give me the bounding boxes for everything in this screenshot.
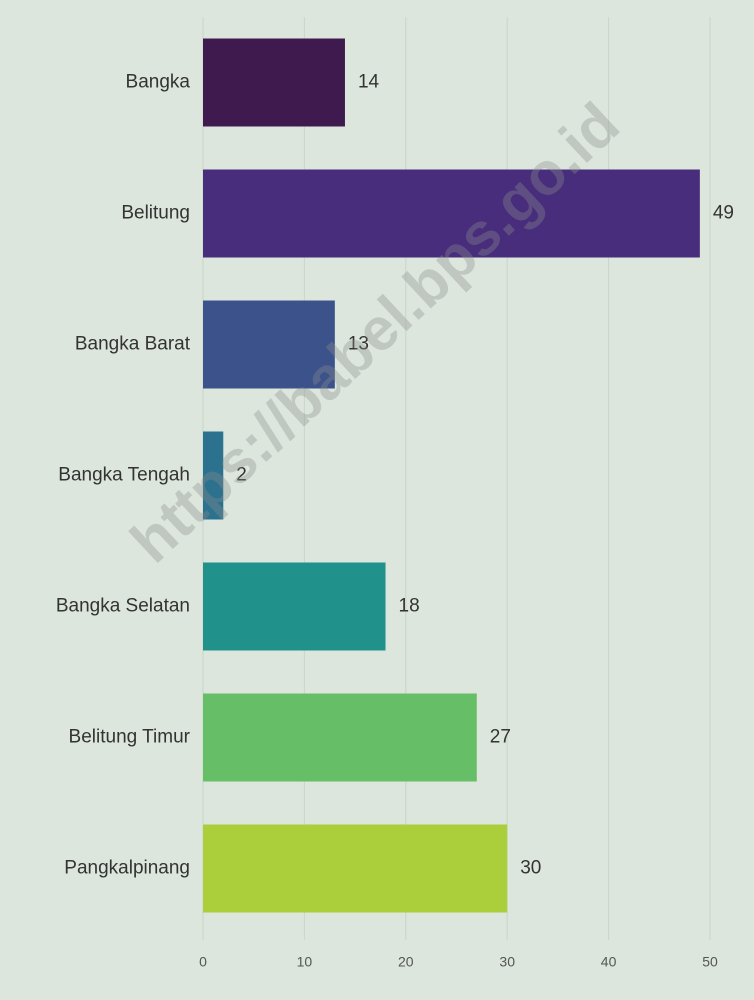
data-label: 13 [348, 334, 369, 355]
y-tick-label: Bangka Tengah [58, 465, 190, 486]
y-tick-label: Bangka Selatan [56, 596, 190, 617]
y-tick-label: Bangka Barat [75, 334, 191, 355]
y-tick-label: Belitung Timur [69, 727, 191, 748]
bars: Bangka 14 Belitung 49 Bangka Barat 13 Bangka T… [56, 38, 734, 913]
bar [203, 300, 335, 389]
x-tick-label: 0 [199, 954, 207, 970]
bar [203, 824, 508, 913]
data-label: 2 [236, 465, 247, 486]
data-label: 18 [399, 596, 420, 617]
bar [203, 38, 345, 127]
y-tick-label: Pangkalpinang [64, 858, 190, 879]
x-tick-label: 40 [601, 954, 617, 970]
bar [203, 693, 477, 782]
data-label: 49 [713, 203, 734, 224]
data-label: 27 [490, 727, 511, 748]
bar [203, 169, 700, 258]
x-tick-label: 20 [398, 954, 414, 970]
x-tick-label: 10 [297, 954, 313, 970]
x-tick-label: 30 [499, 954, 515, 970]
data-label: 30 [520, 858, 541, 879]
bar [203, 431, 224, 520]
y-tick-label: Belitung [121, 203, 190, 224]
y-tick-label: Bangka [126, 72, 191, 93]
x-tick-label: 50 [702, 954, 718, 970]
bar [203, 562, 386, 651]
data-label: 14 [358, 72, 380, 93]
